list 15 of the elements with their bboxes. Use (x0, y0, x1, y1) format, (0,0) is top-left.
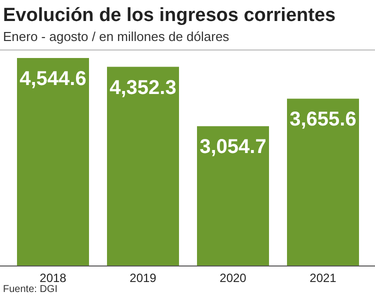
bar (107, 66, 179, 266)
x-tick-label: 2019 (130, 271, 157, 285)
bar (17, 58, 89, 266)
x-tick-label: 2020 (220, 271, 247, 285)
bar (197, 126, 269, 266)
bar (287, 98, 359, 266)
x-tick-label: 2021 (310, 271, 337, 285)
data-label: 4,544.6 (20, 68, 86, 90)
data-label: 3,655.6 (290, 108, 356, 131)
data-label: 4,352.3 (110, 76, 176, 99)
x-tick-label: 2018 (40, 271, 67, 285)
chart-title: Evolución de los ingresos corrientes (3, 5, 336, 26)
source-note: Fuente: DGI (3, 284, 58, 295)
chart-subtitle: Enero - agosto / en millones de dólares (3, 29, 230, 44)
data-label: 3,054.7 (200, 136, 266, 158)
